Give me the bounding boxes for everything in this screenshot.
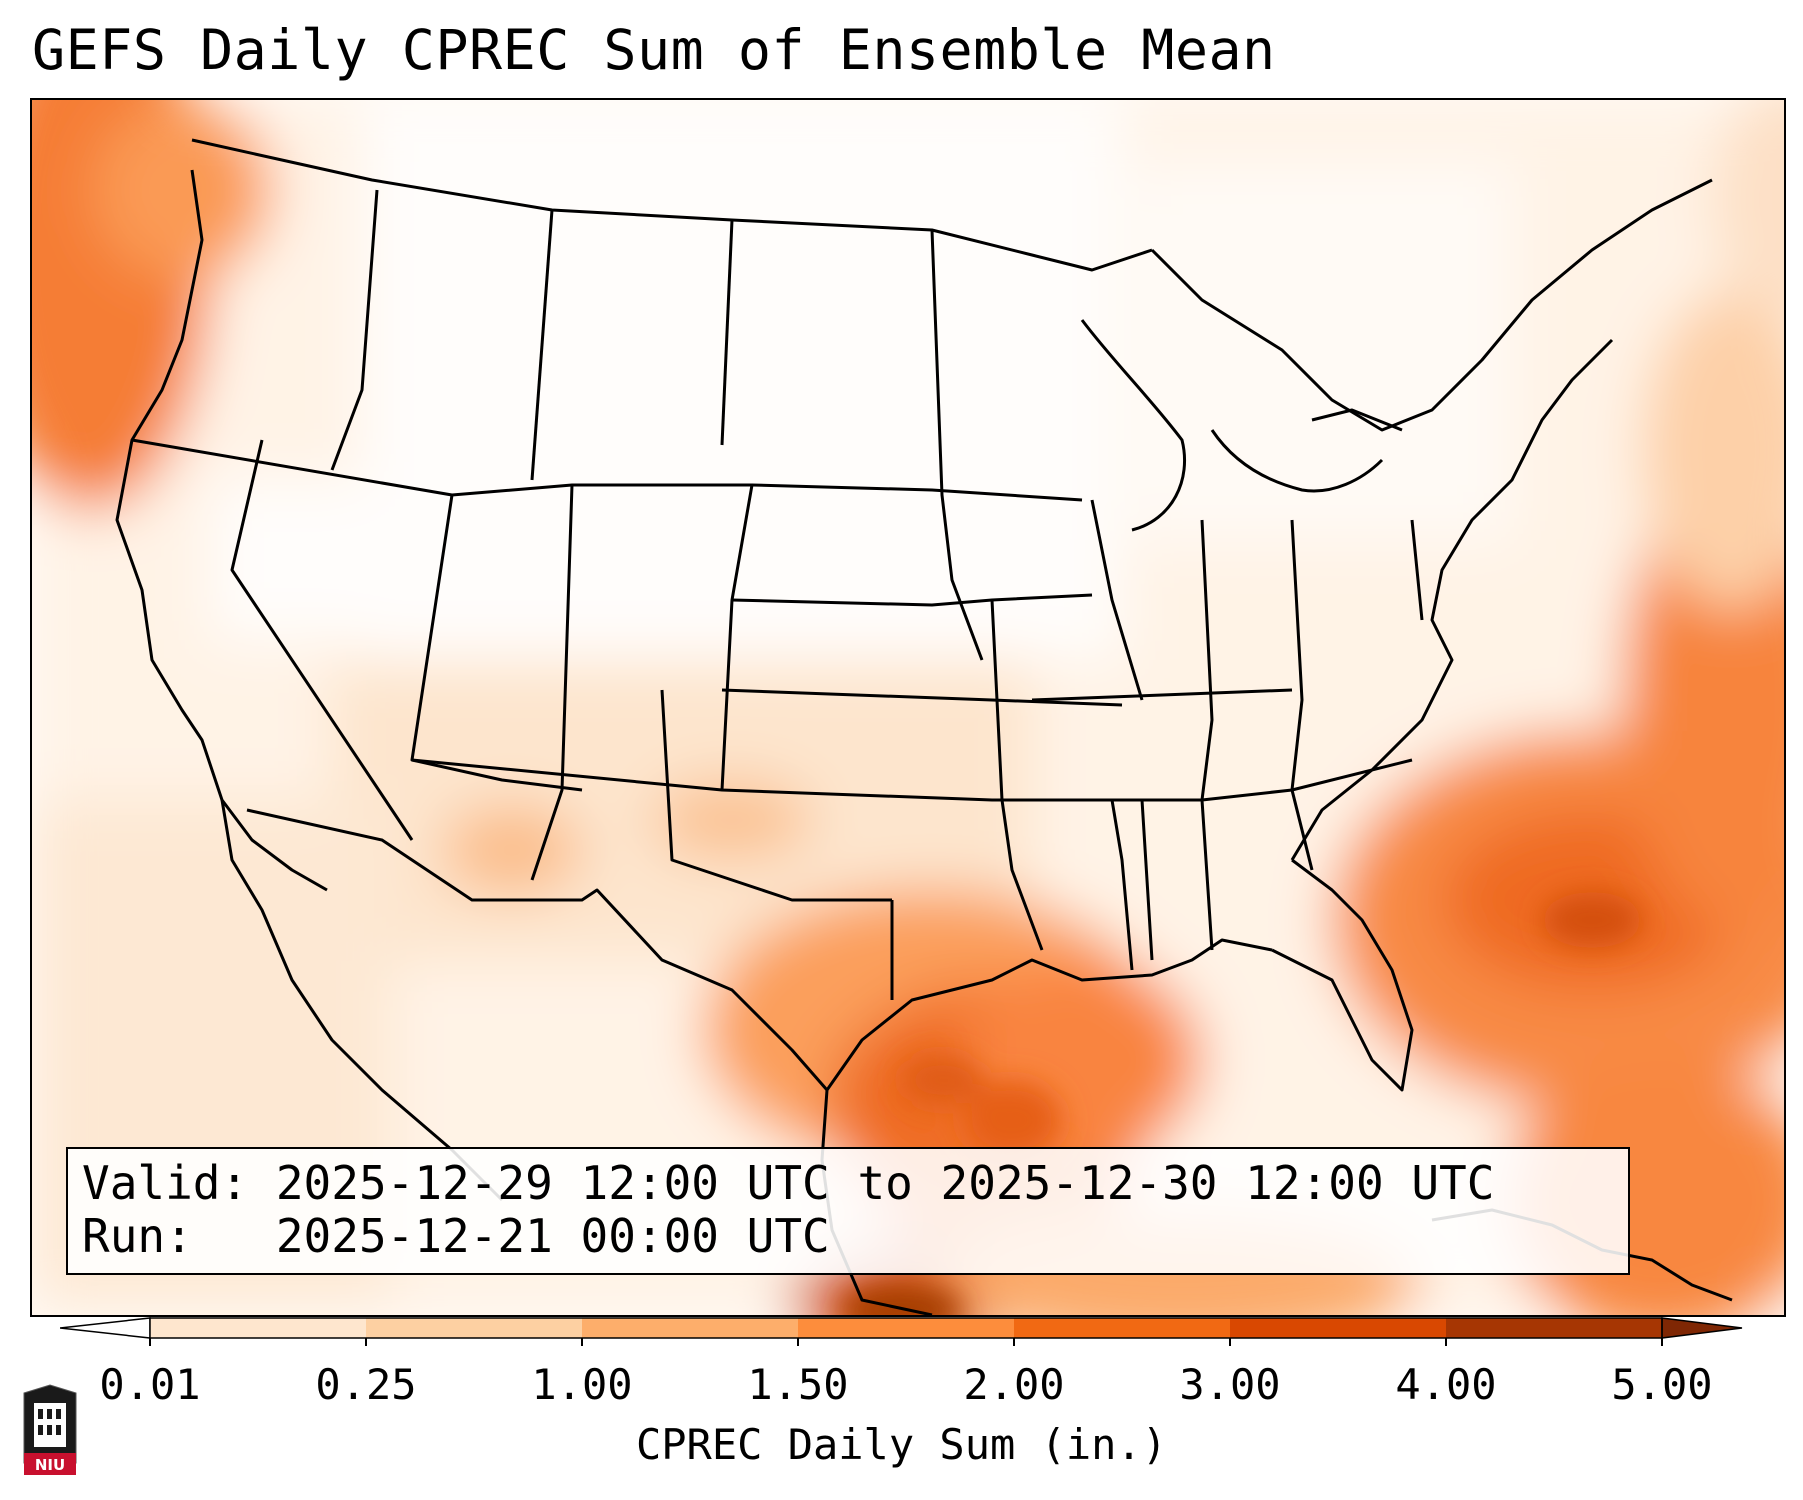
colorbar-tick: 1.00 bbox=[531, 1360, 633, 1409]
colorbar-segment bbox=[1446, 1318, 1662, 1338]
colorbar-tick: 4.00 bbox=[1395, 1360, 1497, 1409]
colorbar-tick: 3.00 bbox=[1179, 1360, 1281, 1409]
colorbar-tick: 0.25 bbox=[315, 1360, 417, 1409]
map-boundaries bbox=[115, 138, 1733, 1315]
colorbar-tick: 0.01 bbox=[99, 1360, 201, 1409]
colorbar-segment bbox=[150, 1318, 366, 1338]
colorbar-tick: 1.50 bbox=[747, 1360, 849, 1409]
info-box: Valid: 2025-12-29 12:00 UTC to 2025-12-3… bbox=[66, 1147, 1630, 1275]
run-time-text: Run: 2025-12-21 00:00 UTC bbox=[82, 1209, 830, 1263]
colorbar-extend-high bbox=[1661, 1317, 1743, 1339]
colorbar-extend-low bbox=[60, 1317, 151, 1339]
colorbar-segment bbox=[1230, 1318, 1446, 1338]
valid-time-text: Valid: 2025-12-29 12:00 UTC to 2025-12-3… bbox=[82, 1156, 1495, 1210]
colorbar-segment bbox=[1014, 1318, 1230, 1338]
colorbar-label: CPREC Daily Sum (in.) bbox=[635, 1420, 1167, 1469]
logo-text: NIU bbox=[35, 1456, 65, 1474]
chart-title: GEFS Daily CPREC Sum of Ensemble Mean bbox=[32, 18, 1276, 82]
precip-shading bbox=[32, 100, 1784, 1315]
precip-map bbox=[30, 98, 1786, 1317]
niu-logo: NIU bbox=[23, 1384, 77, 1475]
colorbar-segment bbox=[366, 1318, 582, 1338]
colorbar-segment bbox=[798, 1318, 1014, 1338]
colorbar-tick: 2.00 bbox=[963, 1360, 1065, 1409]
colorbar-tick: 5.00 bbox=[1611, 1360, 1713, 1409]
colorbar-segment bbox=[582, 1318, 798, 1338]
colorbar bbox=[60, 1317, 1743, 1346]
